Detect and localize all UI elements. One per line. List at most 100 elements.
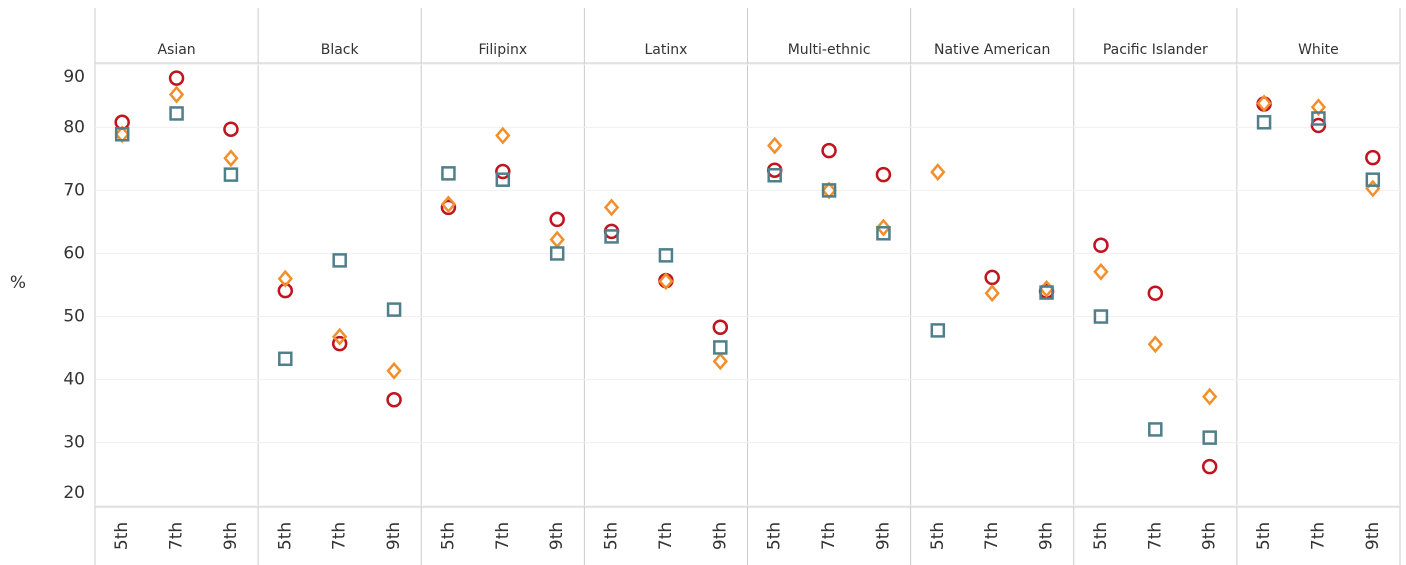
dot (549, 246, 565, 261)
dot (277, 269, 293, 288)
dot (440, 195, 457, 214)
dot (440, 199, 457, 216)
dot (1147, 335, 1163, 354)
x-tick-label: 7th (493, 522, 513, 550)
x-tick-label: 9th (547, 522, 567, 550)
dot (1365, 179, 1381, 198)
panel-label: Multi-ethnic (788, 42, 871, 58)
dot (658, 272, 674, 291)
dot (875, 218, 892, 237)
x-tick-label: 7th (1308, 522, 1328, 550)
x-tick-label: 9th (1037, 522, 1057, 550)
panel-label: Latinx (644, 42, 687, 58)
panel-label: Filipinx (478, 42, 527, 58)
dot (713, 340, 728, 355)
dot (168, 85, 185, 104)
dot (495, 172, 511, 187)
dot (495, 126, 511, 145)
dot (984, 269, 1000, 286)
dot (767, 136, 783, 155)
dot (168, 70, 185, 86)
dot (386, 302, 402, 317)
dot (1093, 237, 1109, 254)
y-tick-label: 80 (63, 117, 85, 137)
y-tick-label: 70 (63, 180, 85, 200)
dot (114, 127, 130, 142)
dot (549, 230, 565, 249)
y-tick-label: 20 (63, 483, 85, 503)
dot (930, 163, 946, 182)
x-tick-label: 7th (167, 522, 187, 550)
dot (1311, 111, 1326, 126)
panel-label: Asian (157, 42, 195, 58)
x-tick-label: 7th (656, 522, 676, 550)
dot (1147, 285, 1164, 301)
x-tick-label: 7th (982, 522, 1002, 550)
dot (1310, 98, 1327, 117)
x-tick-label: 9th (710, 522, 730, 550)
x-tick-label: 9th (1200, 522, 1220, 550)
x-tick-label: 5th (928, 522, 948, 550)
dot (930, 323, 946, 338)
dot (712, 352, 728, 371)
dot (495, 163, 511, 180)
dot (441, 166, 456, 181)
panel-label: Native American (934, 42, 1050, 58)
y-tick-label: 30 (63, 433, 85, 453)
dot (1202, 387, 1218, 406)
dot (169, 106, 184, 121)
dot (223, 121, 239, 137)
y-tick-label: 50 (63, 307, 85, 327)
dot (1256, 94, 1272, 113)
x-tick-label: 9th (384, 522, 404, 550)
x-tick-label: 5th (602, 522, 622, 550)
y-tick-label: 60 (63, 243, 85, 263)
panel-label: Pacific Islander (1103, 42, 1208, 58)
panel-label: White (1298, 42, 1339, 58)
dot (1256, 115, 1272, 130)
x-tick-label: 5th (1091, 522, 1111, 550)
dot (1148, 422, 1163, 437)
dot (603, 198, 620, 217)
dot (1039, 285, 1054, 300)
dot (984, 284, 1000, 303)
y-axis-label: % (10, 273, 26, 293)
dot (1201, 458, 1218, 475)
dot (549, 211, 565, 228)
x-tick-label: 9th (1363, 522, 1383, 550)
dot (767, 168, 782, 183)
dot (223, 149, 239, 168)
dot (332, 327, 348, 346)
dot (821, 142, 837, 159)
dot (604, 229, 619, 244)
x-tick-label: 5th (112, 522, 132, 550)
x-tick-label: 7th (330, 522, 350, 550)
dot (821, 183, 837, 198)
x-tick-label: 5th (438, 522, 458, 550)
x-tick-label: 9th (873, 522, 893, 550)
dot (658, 248, 674, 263)
y-tick-label: 90 (63, 67, 85, 87)
dot (332, 253, 347, 268)
dot (875, 166, 892, 183)
dot (1202, 430, 1217, 445)
x-tick-label: 9th (221, 522, 241, 550)
dot (386, 361, 402, 380)
y-tick-label: 40 (63, 370, 85, 390)
dot (386, 392, 402, 408)
dot (712, 319, 729, 336)
dot (223, 167, 239, 182)
dot (278, 351, 293, 367)
x-tick-label: 7th (1145, 522, 1165, 550)
x-tick-label: 7th (819, 522, 839, 550)
dot (1365, 172, 1381, 187)
dot (876, 226, 891, 241)
dot (1093, 309, 1109, 324)
x-tick-label: 5th (765, 522, 785, 550)
dot (1365, 149, 1381, 166)
dot (1093, 262, 1109, 281)
panel-label: Black (321, 42, 360, 58)
dot (331, 335, 348, 352)
x-tick-label: 5th (1254, 522, 1274, 550)
